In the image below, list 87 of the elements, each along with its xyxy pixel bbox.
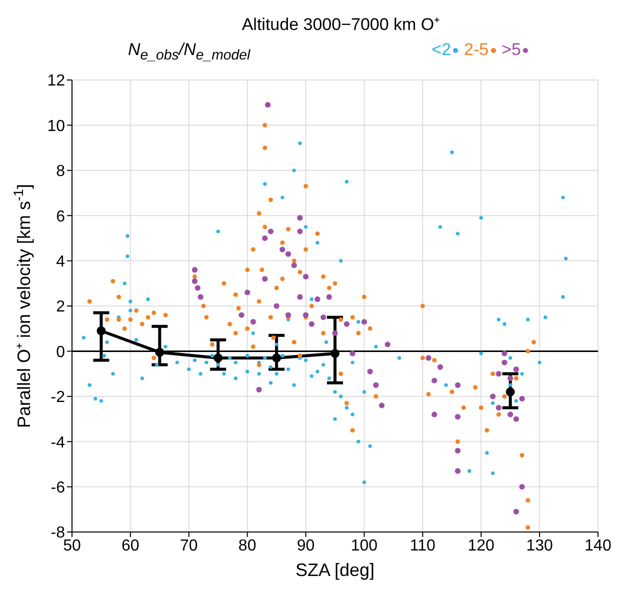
point (320, 314, 326, 320)
point (285, 251, 292, 257)
point (302, 312, 309, 318)
point (378, 402, 385, 408)
legend-label: <2 (432, 40, 452, 59)
point (513, 416, 519, 422)
x-tick-label: 80 (238, 537, 256, 554)
chart-title: Altitude 3000−7000 km O⁺ (240, 14, 442, 36)
point (373, 382, 379, 388)
legend-label: >5 (502, 40, 522, 59)
point (192, 267, 198, 273)
point (192, 278, 198, 284)
point (361, 319, 368, 325)
point (454, 468, 461, 474)
y-tick-label: 4 (56, 253, 66, 270)
point (454, 382, 461, 388)
point (96, 326, 106, 336)
point (250, 319, 256, 325)
point (297, 228, 303, 234)
point (280, 246, 286, 252)
point (432, 378, 438, 384)
point (508, 376, 514, 382)
point (426, 355, 432, 361)
point (198, 294, 204, 300)
point (256, 386, 262, 392)
point (350, 350, 356, 356)
point (513, 366, 519, 372)
point (194, 285, 200, 291)
point (330, 348, 340, 358)
point (214, 353, 223, 362)
point (437, 364, 443, 370)
point (506, 387, 515, 396)
point (490, 394, 496, 400)
point (314, 296, 320, 302)
point (502, 350, 508, 356)
point (272, 353, 282, 362)
point (513, 508, 519, 514)
y-tick-label: 10 (47, 118, 66, 135)
y-tick-label: -2 (50, 389, 66, 406)
point (285, 312, 292, 318)
x-tick-label: 120 (468, 537, 495, 554)
legend-label: 2-5 (464, 40, 490, 59)
point (496, 404, 502, 410)
x-tick-label: 110 (410, 537, 436, 554)
y-tick-label: 2 (56, 298, 66, 316)
x-axis-title: SZA [deg] (295, 560, 375, 580)
point (297, 215, 303, 221)
point (291, 262, 297, 268)
x-tick-label: 130 (526, 537, 553, 554)
x-tick-label: 60 (122, 537, 140, 554)
y-tick-label: 6 (56, 208, 66, 226)
y-tick-label: 8 (56, 163, 66, 180)
point (519, 396, 525, 402)
point (344, 321, 350, 327)
point (238, 312, 244, 318)
point (454, 414, 461, 420)
point (454, 448, 461, 454)
point (432, 412, 438, 418)
point (268, 228, 274, 234)
point (308, 321, 314, 327)
y-tick-label: 0 (56, 344, 66, 361)
x-tick-label: 50 (63, 537, 81, 554)
point (508, 412, 514, 418)
point (519, 484, 525, 490)
point (367, 368, 373, 374)
x-tick-label: 100 (350, 537, 378, 554)
y-tick-label: 12 (47, 72, 66, 90)
x-tick-label: 90 (296, 537, 315, 554)
point (332, 330, 338, 336)
point (264, 102, 271, 108)
point (302, 274, 309, 280)
point (274, 303, 280, 309)
y-tick-label: -8 (50, 524, 66, 542)
y-tick-label: -4 (50, 434, 66, 452)
point (244, 290, 250, 296)
point (155, 348, 164, 357)
point (297, 294, 303, 300)
point (496, 371, 502, 377)
legend-title: N$_{e_obs}$/N$_{e_model}$ (128, 40, 250, 66)
x-tick-label: 140 (584, 537, 612, 554)
point (262, 235, 268, 241)
point (384, 342, 390, 348)
point (326, 294, 332, 300)
y-tick-label: -6 (50, 479, 66, 496)
x-tick-label: 70 (180, 537, 198, 554)
point (502, 360, 508, 366)
point (262, 276, 268, 282)
